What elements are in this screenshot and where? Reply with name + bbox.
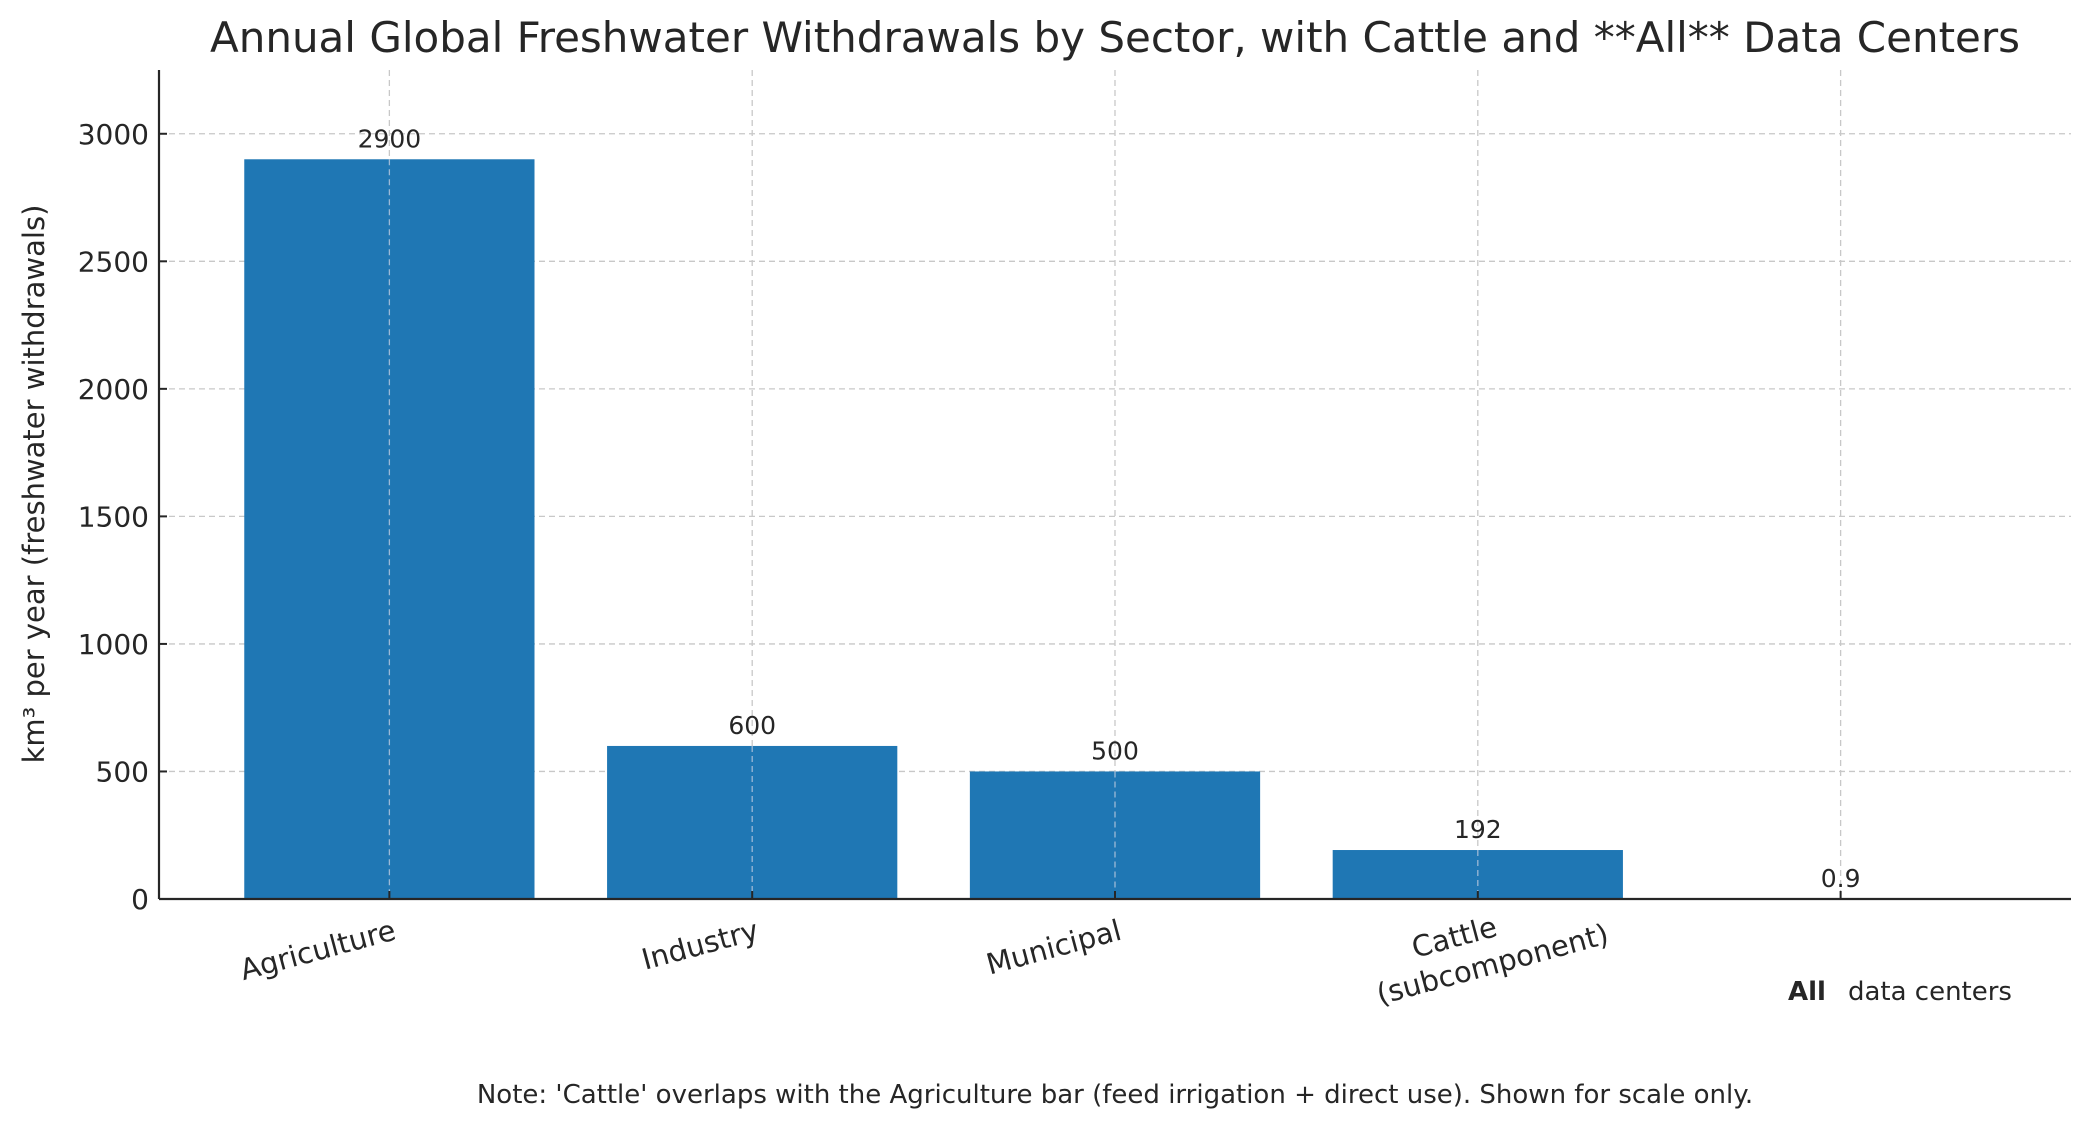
y-axis-label: km³ per year (freshwater withdrawals) (17, 205, 51, 764)
y-tick-label: 1500 (78, 500, 149, 533)
bar-value-label: 2900 (358, 124, 422, 153)
x-tick-label: Agriculture (236, 913, 399, 987)
y-tick-label: 1000 (78, 628, 149, 661)
annotation-rest: data centers (1848, 977, 2012, 1007)
x-tick-label: Cattle(subcomponent) (1364, 882, 1613, 1011)
bar-value-label: 500 (1091, 736, 1139, 765)
bars (244, 159, 1986, 899)
bar-value-label: 0.9 (1821, 864, 1861, 893)
x-tick-label: Industry (638, 913, 762, 977)
footnote: Note: 'Cattle' overlaps with the Agricul… (477, 1080, 1753, 1110)
chart-title: Annual Global Freshwater Withdrawals by … (210, 13, 2020, 62)
annotation-all-data-centers: All data centers (1788, 977, 2012, 1007)
x-tick-label: Municipal (983, 913, 1125, 982)
bar-value-label: 600 (728, 711, 776, 740)
bar-value-label: 192 (1454, 815, 1502, 844)
y-tick-label: 3000 (78, 118, 149, 151)
y-tick-label: 0 (131, 883, 149, 916)
y-tick-label: 2000 (78, 373, 149, 406)
y-tick-label: 2500 (78, 245, 149, 278)
annotation-bold: All (1788, 977, 1826, 1007)
y-tick-label: 500 (96, 755, 149, 788)
